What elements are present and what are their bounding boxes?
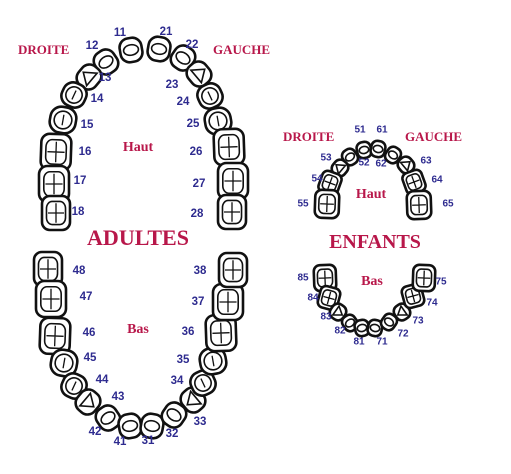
- child-upper-tooth-number-55: 55: [297, 199, 309, 210]
- adult-upper-tooth-27: [216, 161, 250, 201]
- child-lower-tooth-number-74: 74: [426, 298, 438, 309]
- adult-upper-tooth-number-24: 24: [177, 96, 190, 108]
- adult-lower-tooth-42: [94, 404, 122, 432]
- adult-upper-tooth-number-11: 11: [114, 27, 127, 39]
- adult-lower-tooth-number-48: 48: [73, 265, 86, 277]
- adult-upper-tooth-22: [169, 44, 197, 72]
- adult-upper-tooth-28: [216, 193, 248, 231]
- adult-upper-tooth-number-12: 12: [86, 40, 99, 52]
- child-lower-label: Bas: [361, 274, 383, 289]
- child-right-label: DROITE: [283, 129, 334, 144]
- child-lower-tooth-75: [411, 263, 437, 293]
- adult-upper-tooth-number-16: 16: [79, 146, 92, 158]
- child-lower-tooth-number-85: 85: [297, 273, 309, 284]
- adult-upper-tooth-number-26: 26: [190, 146, 203, 158]
- child-upper-tooth-number-63: 63: [420, 156, 432, 167]
- adult-lower-tooth-number-47: 47: [80, 291, 93, 303]
- child-upper-label: Haut: [356, 187, 387, 202]
- child-upper-tooth-number-62: 62: [375, 159, 387, 170]
- tooth-numbers-layer: 11 12 13 14 15 16 17 18 21 22 23 24 25 26 27 28 48 47 46 45…: [72, 26, 454, 448]
- adult-lower-tooth-47: [34, 279, 68, 319]
- adult-lower-tooth-43: [74, 388, 102, 416]
- child-upper-tooth-number-65: 65: [442, 199, 454, 210]
- child-lower-tooth-number-72: 72: [397, 329, 409, 340]
- child-upper-tooth-number-51: 51: [354, 125, 366, 136]
- child-lower-tooth-71: [366, 318, 384, 338]
- adult-lower-tooth-46: [38, 316, 72, 356]
- child-lower-tooth-number-84: 84: [307, 293, 319, 304]
- adult-lower-tooth-number-46: 46: [83, 327, 96, 339]
- adult-lower-tooth-number-34: 34: [171, 375, 184, 387]
- child-left-label: GAUCHE: [405, 129, 462, 144]
- adult-upper-tooth-15: [48, 105, 78, 135]
- child-upper-tooth-number-52: 52: [358, 158, 370, 169]
- child-upper-tooth-55: [313, 188, 341, 220]
- child-upper-tooth-61: [369, 139, 387, 159]
- child-title: ENFANTS: [329, 231, 421, 253]
- adult-upper-tooth-21: [146, 35, 172, 63]
- adult-upper-label: Haut: [123, 140, 154, 155]
- adult-lower-tooth-45: [49, 348, 79, 378]
- adult-lower-tooth-32: [160, 401, 188, 429]
- adult-upper-tooth-13: [75, 63, 103, 91]
- adult-upper-tooth-number-23: 23: [166, 79, 179, 91]
- adult-lower-tooth-number-42: 42: [89, 426, 102, 438]
- adult-lower-tooth-number-45: 45: [84, 352, 97, 364]
- child-lower-tooth-number-83: 83: [320, 312, 332, 323]
- adult-lower-tooth-number-38: 38: [194, 265, 207, 277]
- adult-lower-tooth-number-36: 36: [182, 326, 195, 338]
- adult-upper-tooth-11: [118, 36, 144, 64]
- child-upper-tooth-number-53: 53: [320, 153, 332, 164]
- adult-upper-tooth-number-25: 25: [187, 118, 200, 130]
- adult-right-label: DROITE: [18, 42, 69, 57]
- adult-lower-tooth-number-31: 31: [142, 435, 155, 447]
- adult-upper-tooth-number-17: 17: [74, 175, 87, 187]
- adult-upper-tooth-number-22: 22: [186, 39, 199, 51]
- child-lower-tooth-number-73: 73: [412, 316, 424, 327]
- child-upper-tooth-number-54: 54: [311, 174, 323, 185]
- adult-upper-tooth-number-21: 21: [160, 26, 173, 38]
- child-upper-tooth-number-61: 61: [376, 125, 388, 136]
- adult-lower-tooth-number-37: 37: [192, 296, 205, 308]
- adult-upper-tooth-number-13: 13: [99, 72, 112, 84]
- adult-lower-tooth-38: [217, 251, 249, 289]
- teeth-layer: [32, 35, 437, 440]
- adult-upper-tooth-23: [185, 60, 213, 88]
- adult-upper-tooth-24: [196, 82, 224, 110]
- adult-lower-tooth-34: [189, 369, 217, 397]
- adult-upper-tooth-number-14: 14: [91, 93, 104, 105]
- child-upper-tooth-65: [405, 189, 433, 221]
- adult-lower-tooth-number-35: 35: [177, 354, 190, 366]
- adult-lower-tooth-31: [139, 412, 165, 440]
- adult-lower-tooth-number-32: 32: [166, 428, 179, 440]
- adult-lower-tooth-37: [211, 282, 245, 322]
- adult-title: ADULTES: [87, 225, 189, 250]
- labels-layer: DROITE GAUCHE Haut ADULTES Bas DROITE GA…: [18, 42, 462, 337]
- child-lower-tooth-number-75: 75: [435, 277, 447, 288]
- adult-upper-tooth-number-18: 18: [72, 206, 85, 218]
- adult-upper-tooth-number-28: 28: [191, 208, 204, 220]
- child-upper-tooth-51: [355, 140, 373, 160]
- adult-lower-label: Bas: [127, 322, 149, 337]
- adult-lower-tooth-number-41: 41: [114, 436, 127, 448]
- adult-left-label: GAUCHE: [213, 42, 270, 57]
- child-upper-tooth-62: [383, 145, 403, 165]
- adult-lower-tooth-number-44: 44: [96, 374, 109, 386]
- adult-lower-tooth-number-33: 33: [194, 416, 207, 428]
- child-lower-tooth-72: [379, 312, 399, 332]
- adult-lower-tooth-number-43: 43: [112, 391, 125, 403]
- child-lower-tooth-number-71: 71: [376, 337, 388, 348]
- adult-upper-tooth-18: [40, 194, 72, 232]
- child-lower-tooth-number-82: 82: [334, 326, 346, 337]
- child-lower-tooth-number-81: 81: [353, 337, 365, 348]
- child-upper-tooth-number-64: 64: [431, 175, 443, 186]
- adult-upper-tooth-number-27: 27: [193, 178, 206, 190]
- adult-upper-tooth-26: [212, 127, 246, 167]
- adult-upper-tooth-number-15: 15: [81, 119, 94, 131]
- adult-upper-tooth-14: [60, 81, 88, 109]
